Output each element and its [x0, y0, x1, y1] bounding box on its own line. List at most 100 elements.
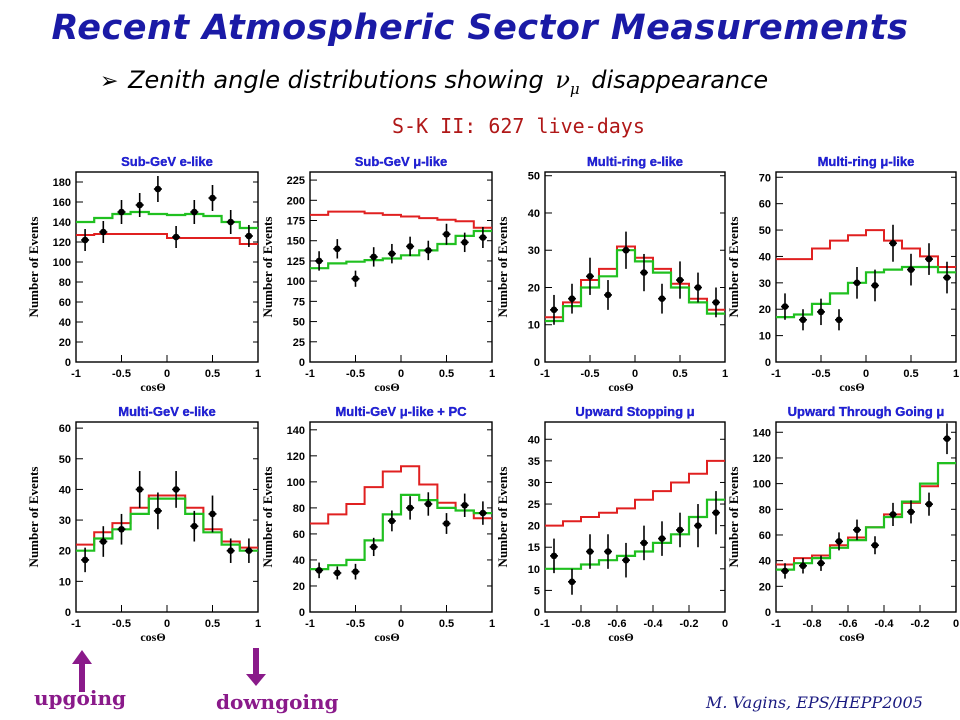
data-point	[136, 201, 143, 209]
y-tick-label: 140	[53, 217, 71, 229]
x-axis-label: cosΘ	[140, 380, 165, 394]
y-tick-label: 0	[299, 607, 305, 619]
series-best-fit	[545, 498, 725, 570]
downgoing-label: downgoing	[216, 690, 339, 714]
data-point	[100, 228, 107, 236]
data-point	[315, 567, 323, 574]
series-best-fit	[310, 229, 492, 270]
data-point	[245, 232, 253, 240]
y-tick-label: 60	[59, 297, 71, 309]
y-axis-label: Number of Events	[26, 217, 41, 318]
x-tick-label: -0.8	[803, 618, 822, 630]
y-axis-label: Number of Events	[260, 467, 275, 568]
y-tick-label: 50	[528, 171, 540, 183]
data-point	[334, 245, 341, 253]
x-tick-label: -1	[71, 618, 81, 630]
data-point	[425, 500, 432, 508]
series-best-fit	[776, 265, 956, 319]
plot-panel-6: Multi-GeV μ-like + PC 0 20 40 60 80 100 120 140 -…	[260, 404, 495, 644]
series-no-oscillation	[545, 459, 725, 527]
x-tick-label: -0.8	[572, 618, 591, 630]
data-point	[370, 543, 378, 551]
data-point	[191, 522, 198, 530]
data-point	[388, 250, 396, 257]
panel-title: Upward Stopping μ	[575, 404, 694, 419]
data-point	[853, 279, 861, 287]
y-tick-label: 200	[287, 195, 305, 207]
dataset-label: S-K II: 627 live-days	[392, 114, 645, 138]
y-tick-label: 40	[293, 555, 305, 567]
y-tick-label: 140	[753, 427, 771, 439]
x-axis-label: cosΘ	[839, 630, 864, 644]
panel-title: Multi-ring μ-like	[818, 154, 915, 169]
y-tick-label: 20	[759, 581, 771, 593]
y-tick-label: 60	[293, 529, 305, 541]
series-best-fit	[76, 497, 258, 552]
data-point	[154, 185, 162, 193]
data-point	[889, 239, 897, 247]
y-tick-label: 0	[534, 607, 540, 619]
x-tick-label: -0.5	[346, 618, 365, 630]
x-axis-label: cosΘ	[839, 380, 864, 394]
y-tick-label: 160	[53, 197, 71, 209]
data-point	[550, 306, 558, 314]
data-point	[622, 556, 630, 564]
y-tick-label: 100	[753, 479, 771, 491]
data-point	[334, 569, 341, 577]
y-tick-label: 0	[765, 607, 771, 619]
data-point	[640, 539, 648, 547]
x-tick-label: 1	[489, 618, 495, 630]
data-point	[676, 276, 684, 284]
data-point	[406, 504, 414, 512]
x-tick-label: -0.4	[875, 618, 895, 630]
panel-title: Multi-GeV e-like	[118, 404, 216, 419]
y-tick-label: 125	[287, 256, 305, 268]
x-tick-label: 0.5	[205, 368, 220, 380]
x-tick-label: -1	[771, 618, 781, 630]
y-tick-label: 70	[759, 172, 771, 184]
data-point	[853, 526, 861, 534]
plot-panel-2: Sub-GeV μ-like 0 25 50 75 100 125 150 175 200 225 -…	[260, 154, 495, 394]
y-tick-label: 60	[59, 423, 71, 435]
y-axis-label: Number of Events	[26, 467, 41, 568]
x-axis-label: cosΘ	[608, 630, 633, 644]
plot-panel-5: Multi-GeV e-like 0 10 20 30 40 50 60 -1 -0.5 0 0.5 1…	[26, 404, 261, 644]
x-tick-label: 0	[164, 368, 170, 380]
x-tick-label: 0	[632, 368, 638, 380]
data-point	[817, 559, 825, 567]
data-point	[658, 295, 666, 302]
data-point	[871, 541, 879, 549]
y-tick-label: 10	[528, 320, 540, 332]
data-point	[154, 507, 162, 515]
x-tick-label: -1	[771, 368, 781, 380]
x-tick-label: 0	[953, 618, 959, 630]
series-best-fit	[776, 462, 956, 571]
y-tick-label: 25	[528, 499, 540, 511]
y-tick-label: 40	[528, 208, 540, 220]
page-title: Recent Atmospheric Sector Measurements	[51, 8, 909, 48]
plot-frame	[75, 171, 259, 363]
data-point	[118, 208, 125, 216]
data-point	[443, 230, 450, 238]
x-tick-label: 1	[255, 618, 261, 630]
plot-panel-7: Upward Stopping μ 0 5 10 15 20 25 30 35 40 -1 -0.8 -…	[495, 404, 728, 644]
plot-frame	[544, 171, 726, 363]
y-tick-label: 20	[759, 304, 771, 316]
x-tick-label: 1	[953, 368, 959, 380]
x-axis-label: cosΘ	[374, 380, 399, 394]
upgoing-arrow-icon	[72, 650, 92, 692]
data-point	[694, 284, 702, 291]
data-point	[425, 247, 432, 254]
data-point	[461, 501, 469, 509]
data-point	[676, 526, 684, 534]
x-tick-label: -0.6	[608, 618, 627, 630]
data-point	[209, 510, 216, 518]
data-point	[604, 291, 612, 299]
x-tick-label: -1	[305, 368, 315, 380]
upgoing-label: upgoing	[34, 686, 126, 710]
x-tick-label: -1	[540, 618, 550, 630]
y-tick-label: 60	[759, 530, 771, 542]
data-point	[352, 568, 359, 575]
y-tick-label: 20	[528, 282, 540, 294]
series-no-oscillation	[776, 229, 956, 268]
